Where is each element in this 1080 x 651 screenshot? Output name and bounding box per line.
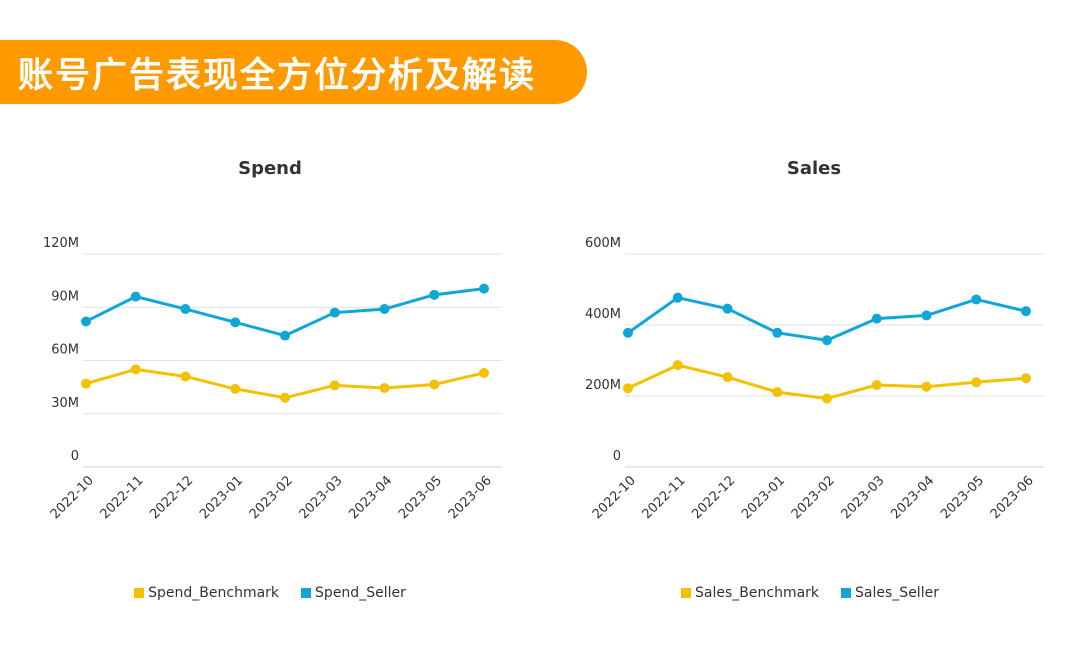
data-point-sales_benchmark xyxy=(871,379,882,390)
data-point-sales_seller xyxy=(871,313,882,324)
data-point-spend_benchmark xyxy=(329,380,340,391)
legend-label: Spend_Seller xyxy=(315,585,406,601)
y-tick-label: 120M xyxy=(43,236,79,251)
x-tick-label: 2023-01 xyxy=(739,473,788,522)
data-point-spend_benchmark xyxy=(81,378,91,389)
legend-label: Sales_Benchmark xyxy=(695,585,820,601)
legend-item-seller[interactable]: Spend_Seller xyxy=(301,585,406,601)
series-line-sales_benchmark xyxy=(627,363,1027,400)
sales-line-chart: Sales 0 200M 400M 600M 2022-10 2022-11 2022-12… xyxy=(585,158,1044,522)
data-point-spend_seller xyxy=(379,304,390,315)
x-tick-label: 2023-03 xyxy=(839,473,888,522)
x-tick-label: 2022-11 xyxy=(640,473,689,522)
spend-chart-panel: Spend 0 30M 60M 90M 120M 2022-10 2022-11 2022-1… xyxy=(0,140,540,620)
x-tick-label: 2022-11 xyxy=(98,473,147,522)
x-tick-label: 2023-06 xyxy=(446,473,495,522)
chart-legend: Spend_Benchmark Spend_Seller xyxy=(0,585,540,601)
page-title: 账号广告表现全方位分析及解读 xyxy=(18,55,537,96)
legend-swatch-benchmark xyxy=(134,588,145,598)
data-point-spend_seller xyxy=(329,307,340,318)
data-point-spend_benchmark xyxy=(130,364,141,375)
data-point-sales_benchmark xyxy=(971,377,982,388)
chart-title: Spend xyxy=(238,158,302,179)
data-point-sales_seller xyxy=(772,327,783,338)
legend-label: Sales_Seller xyxy=(855,585,939,601)
y-tick-label: 60M xyxy=(51,343,79,358)
data-point-sales_seller xyxy=(971,294,982,305)
data-point-spend_seller xyxy=(130,291,141,302)
data-point-spend_seller xyxy=(479,283,489,294)
chart-legend: Sales_Benchmark Sales_Seller xyxy=(540,585,1080,601)
header-banner: 账号广告表现全方位分析及解读 xyxy=(0,40,587,104)
sales-chart-panel: Sales 0 200M 400M 600M 2022-10 2022-11 2022-12… xyxy=(540,140,1080,620)
data-point-sales_benchmark xyxy=(672,360,683,371)
y-tick-label: 600M xyxy=(585,236,621,251)
data-point-spend_benchmark xyxy=(379,383,390,394)
series-line-spend_seller xyxy=(85,287,485,338)
x-tick-label: 2023-04 xyxy=(888,473,937,522)
data-point-spend_benchmark xyxy=(479,367,489,378)
data-point-sales_seller xyxy=(1021,306,1031,317)
data-point-spend_benchmark xyxy=(230,383,241,394)
x-tick-label: 2023-05 xyxy=(396,473,445,522)
data-point-spend_seller xyxy=(230,317,241,328)
x-tick-label: 2023-06 xyxy=(988,473,1037,522)
legend-item-benchmark[interactable]: Spend_Benchmark xyxy=(134,585,279,601)
y-tick-label: 0 xyxy=(71,449,79,464)
data-point-spend_benchmark xyxy=(180,371,191,382)
x-tick-label: 2023-01 xyxy=(197,473,246,522)
legend-swatch-seller xyxy=(841,588,852,598)
data-point-sales_seller xyxy=(672,292,683,303)
x-tick-label: 2023-05 xyxy=(938,473,987,522)
legend-swatch-benchmark xyxy=(681,588,692,598)
y-tick-label: 30M xyxy=(51,396,79,411)
data-point-spend_seller xyxy=(280,330,290,341)
data-point-sales_benchmark xyxy=(822,393,832,404)
y-tick-label: 400M xyxy=(585,307,621,322)
data-point-spend_seller xyxy=(81,316,91,327)
x-tick-label: 2023-02 xyxy=(789,473,838,522)
data-point-sales_seller xyxy=(921,310,932,321)
data-point-sales_seller xyxy=(623,327,633,338)
data-point-sales_seller xyxy=(822,335,832,346)
series-line-sales_seller xyxy=(627,296,1027,342)
data-point-spend_benchmark xyxy=(280,392,290,403)
legend-item-seller[interactable]: Sales_Seller xyxy=(841,585,939,601)
data-point-sales_benchmark xyxy=(772,387,783,398)
x-tick-label: 2022-12 xyxy=(689,473,738,522)
y-tick-label: 0 xyxy=(613,449,621,464)
data-point-sales_seller xyxy=(722,303,733,314)
x-tick-label: 2023-04 xyxy=(346,473,395,522)
y-tick-label: 200M xyxy=(585,378,621,393)
data-point-spend_benchmark xyxy=(429,379,440,390)
data-point-sales_benchmark xyxy=(722,372,733,383)
chart-title: Sales xyxy=(787,158,841,179)
x-tick-label: 2023-03 xyxy=(297,473,346,522)
x-tick-label: 2022-10 xyxy=(48,473,97,522)
data-point-sales_benchmark xyxy=(1021,373,1031,384)
data-point-spend_seller xyxy=(180,304,191,315)
spend-line-chart: Spend 0 30M 60M 90M 120M 2022-10 2022-11 2022-1… xyxy=(43,158,502,522)
x-tick-label: 2022-12 xyxy=(147,473,196,522)
y-tick-label: 90M xyxy=(51,289,79,304)
legend-swatch-seller xyxy=(301,588,312,598)
data-point-sales_benchmark xyxy=(921,381,932,392)
x-tick-label: 2023-02 xyxy=(247,473,296,522)
legend-item-benchmark[interactable]: Sales_Benchmark xyxy=(681,585,819,601)
legend-label: Spend_Benchmark xyxy=(148,585,280,601)
data-point-sales_benchmark xyxy=(623,383,633,394)
x-tick-label: 2022-10 xyxy=(590,473,639,522)
data-point-spend_seller xyxy=(429,289,440,300)
